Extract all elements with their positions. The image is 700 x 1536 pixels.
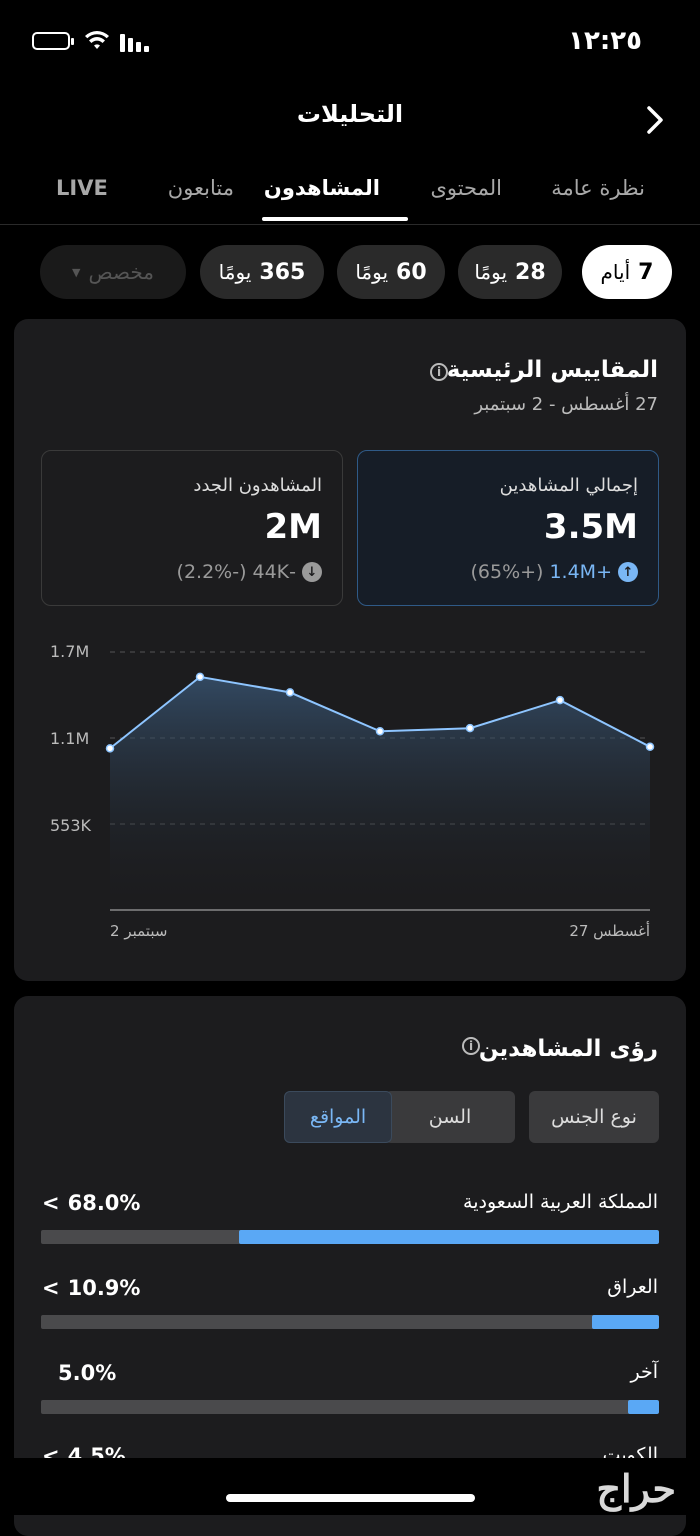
dropdown-caret-icon: ▼ — [72, 265, 81, 279]
segment-locations[interactable]: المواقع — [284, 1091, 392, 1143]
period-number: 60 — [396, 259, 427, 285]
area-fill — [110, 676, 650, 910]
period-365-days-chip[interactable]: 365 يومًا — [200, 245, 324, 299]
change-value: +1.4M — [549, 561, 612, 583]
home-indicator[interactable] — [226, 1494, 475, 1502]
location-bar-fill — [238, 1230, 659, 1244]
location-bar — [41, 1400, 659, 1414]
tab-live[interactable]: LIVE — [56, 176, 108, 200]
tab-overview[interactable]: نظرة عامة — [551, 176, 645, 200]
viewer-insights-title: رؤى المشاهدين — [478, 1036, 658, 1062]
location-bar — [41, 1315, 659, 1329]
location-percent-value: 10.9% — [67, 1276, 141, 1300]
period-60-days-chip[interactable]: 60 يومًا — [337, 245, 445, 299]
key-metrics-title: المقاييس الرئيسية — [446, 357, 658, 383]
data-point[interactable] — [285, 688, 295, 697]
analytics-tabs: نظرة عامة المحتوى المشاهدون متابعون LIVE — [0, 164, 700, 225]
data-point[interactable] — [555, 695, 565, 705]
date-range: 27 أغسطس - 2 سبتمبر — [474, 394, 658, 415]
x-tick-label-end: سبتمبر 2 — [110, 922, 167, 940]
tab-content[interactable]: المحتوى — [430, 176, 502, 200]
viewers-area-chart: 1.7M 1.1M 553K سبتمبر 2 أغسطس 27 — [50, 642, 655, 940]
total-viewers-value: 3.5M — [543, 507, 638, 547]
new-viewers-change: ↓ -44K (-2.2%) — [177, 561, 322, 583]
arrow-up-icon: ↑ — [618, 562, 638, 582]
total-viewers-label: إجمالي المشاهدين — [499, 475, 638, 496]
change-percent: (+65%) — [470, 561, 544, 583]
battery-icon — [32, 32, 74, 50]
y-tick-label-mid: 1.1M — [50, 729, 89, 748]
location-percent-value: 5.0% — [58, 1361, 117, 1385]
data-point[interactable] — [195, 672, 205, 682]
location-percent-value: 68.0% — [67, 1191, 141, 1215]
data-points — [105, 672, 655, 753]
period-unit: يومًا — [218, 260, 252, 284]
period-number: 7 — [638, 259, 654, 285]
viewer-insights-card — [14, 996, 686, 1536]
back-chevron-icon[interactable] — [640, 102, 670, 138]
location-name: المملكة العربية السعودية — [463, 1191, 658, 1213]
tab-followers[interactable]: متابعون — [167, 176, 234, 200]
change-percent: (-2.2%) — [176, 561, 247, 583]
period-custom-label: مخصص — [88, 260, 154, 284]
status-bar: ١٢:٢٥ — [0, 0, 700, 80]
period-unit: يومًا — [355, 260, 389, 284]
y-tick-label-top: 1.7M — [50, 642, 89, 661]
bottom-mask — [0, 1458, 700, 1515]
total-viewers-metric[interactable]: إجمالي المشاهدين 3.5M ↑ +1.4M (+65%) — [357, 450, 659, 606]
info-icon[interactable]: i — [430, 363, 448, 381]
location-percent: 5.0% — [58, 1361, 116, 1385]
data-point[interactable] — [465, 723, 475, 733]
info-icon[interactable]: i — [462, 1037, 480, 1055]
location-percent[interactable]: <68.0% — [42, 1191, 140, 1215]
data-point[interactable] — [375, 727, 385, 736]
tab-viewers[interactable]: المشاهدون — [263, 176, 380, 200]
location-bar-fill — [591, 1315, 659, 1329]
wifi-icon — [85, 31, 109, 49]
location-bar — [41, 1230, 659, 1244]
location-name: العراق — [607, 1276, 658, 1298]
arrow-down-icon: ↓ — [302, 562, 322, 582]
location-bar-fill — [628, 1400, 659, 1414]
data-point[interactable] — [105, 744, 115, 753]
location-percent[interactable]: <10.9% — [42, 1276, 140, 1300]
chevron-left-icon[interactable]: < — [42, 1191, 60, 1215]
period-number: 365 — [259, 259, 306, 285]
new-viewers-value: 2M — [264, 507, 323, 547]
chevron-left-icon[interactable]: < — [42, 1276, 60, 1300]
y-tick-label-low: 553K — [50, 816, 92, 835]
data-point[interactable] — [645, 742, 655, 752]
segment-age[interactable]: السن — [385, 1091, 515, 1143]
location-name: آخر — [630, 1361, 658, 1383]
period-unit: أيام — [600, 260, 631, 284]
cellular-signal-icon — [120, 34, 152, 52]
new-viewers-label: المشاهدون الجدد — [193, 475, 322, 496]
total-viewers-change: ↑ +1.4M (+65%) — [470, 561, 638, 583]
period-number: 28 — [515, 259, 546, 285]
change-value: -44K — [252, 561, 297, 583]
period-7-days-chip[interactable]: 7 أيام — [582, 245, 672, 299]
haraj-watermark-logo: حراج — [596, 1466, 676, 1511]
period-28-days-chip[interactable]: 28 يومًا — [458, 245, 562, 299]
status-time: ١٢:٢٥ — [568, 26, 642, 56]
segment-gender[interactable]: نوع الجنس — [529, 1091, 659, 1143]
period-unit: يومًا — [474, 260, 508, 284]
page-title: التحليلات — [296, 100, 404, 128]
new-viewers-metric[interactable]: المشاهدون الجدد 2M ↓ -44K (-2.2%) — [41, 450, 343, 606]
period-custom-chip[interactable]: مخصص ▼ — [40, 245, 186, 299]
active-tab-indicator — [262, 217, 408, 221]
x-tick-label-start: أغسطس 27 — [569, 921, 650, 940]
